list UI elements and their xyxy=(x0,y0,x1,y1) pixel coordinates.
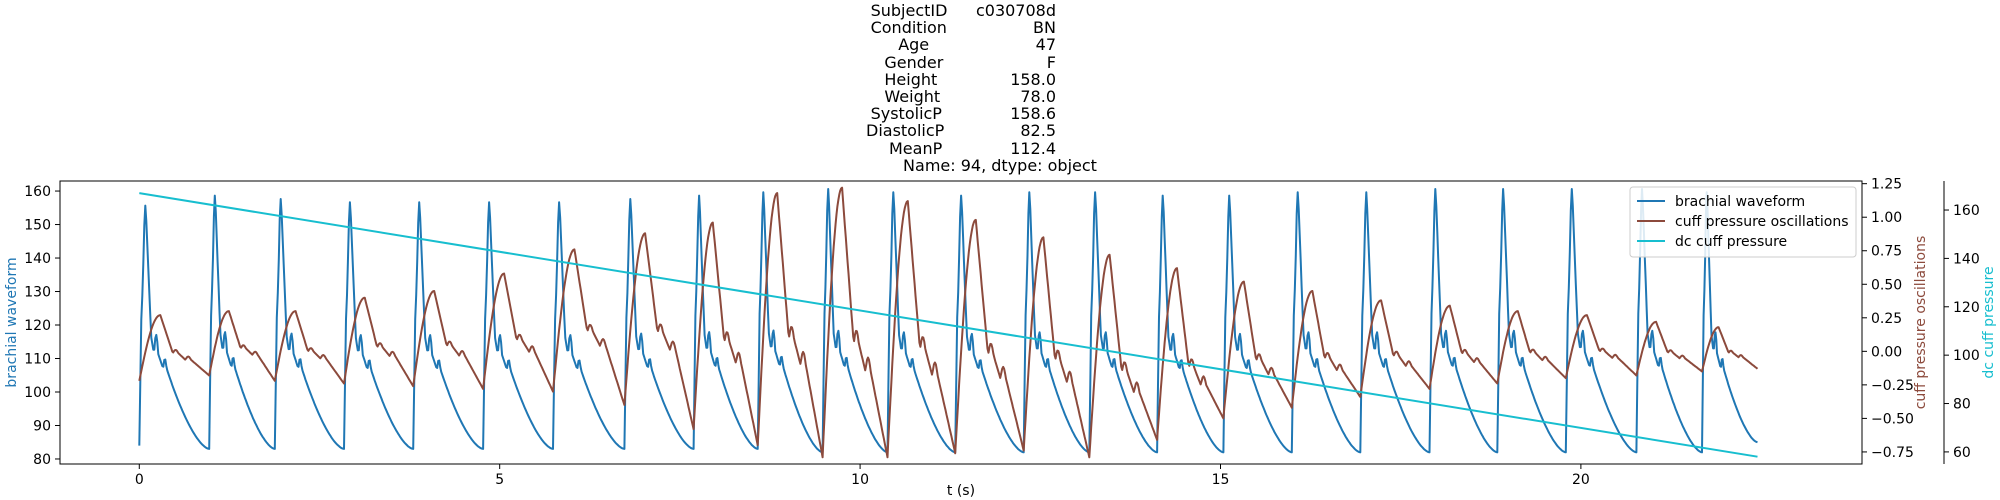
right2-y-tick-label: 100 xyxy=(1953,348,1980,364)
right1-y-tick-label: −0.75 xyxy=(1871,445,1914,461)
title-row: DiastolicP 82.5 xyxy=(0,121,2000,141)
right1-y-tick-label: 1.00 xyxy=(1871,210,1902,226)
legend: brachial waveform cuff pressure oscillati… xyxy=(1629,186,1857,258)
right2-y-tick-label: 80 xyxy=(1953,397,1971,413)
dc-cuff-pressure-line xyxy=(139,192,1758,458)
legend-entry: dc cuff pressure xyxy=(1675,234,1787,250)
x-tick-label: 10 xyxy=(851,472,869,488)
title-value: BN xyxy=(1033,18,1056,38)
x-axis-label: t (s) xyxy=(947,483,975,499)
right1-y-tick-label: 0.75 xyxy=(1871,244,1902,260)
right1-y-tick-label: 1.25 xyxy=(1871,177,1902,193)
legend-box xyxy=(1629,186,1857,258)
left-y-tick-label: 140 xyxy=(24,251,51,267)
left-y-tick-label: 130 xyxy=(24,285,51,301)
left-y-tick-label: 110 xyxy=(24,352,51,368)
title-row: SystolicP 158.6 xyxy=(0,104,2000,124)
title-row: MeanP 112.4 xyxy=(0,138,2000,158)
right1-y-tick-label: −0.25 xyxy=(1871,378,1914,394)
title-key: Condition xyxy=(870,18,947,38)
legend-entry: cuff pressure oscillations xyxy=(1675,214,1849,230)
chart-title: SubjectID c030708d Condition BN Age 47 Gender F… xyxy=(0,0,2000,178)
right1-y-tick-label: 0.25 xyxy=(1871,311,1902,327)
title-value: 47 xyxy=(1035,35,1056,55)
title-value: 158.0 xyxy=(1010,69,1056,89)
right2-y-tick-label: 60 xyxy=(1953,445,1971,461)
title-key: Weight xyxy=(884,87,941,106)
legend-entry: brachial waveform xyxy=(1675,194,1805,210)
plot-frame xyxy=(59,180,1863,465)
left-y-tick-label: 80 xyxy=(33,452,51,468)
title-key: DiastolicP xyxy=(866,121,945,141)
right2-y-tick-label: 140 xyxy=(1953,251,1980,267)
title-key: Age xyxy=(898,35,930,55)
series-group xyxy=(138,186,1759,459)
title-value: 112.4 xyxy=(1010,138,1056,158)
title-row: SubjectID c030708d xyxy=(0,1,2000,20)
title-row: Height 158.0 xyxy=(0,69,2000,89)
title-row: Condition BN xyxy=(0,18,2000,38)
cuff-pressure-oscillations-line xyxy=(138,186,1759,459)
left-y-tick-label: 90 xyxy=(33,418,51,434)
title-value: 82.5 xyxy=(1020,121,1056,141)
right1-y-tick-label: 0.00 xyxy=(1871,344,1902,360)
right2-y-tick-label: 120 xyxy=(1953,300,1980,316)
left-y-axis-label: brachial waveform xyxy=(4,257,20,387)
left-y-tick-label: 150 xyxy=(24,218,51,234)
right1-y-tick-label: −0.50 xyxy=(1871,411,1914,427)
title-key: SubjectID xyxy=(870,1,948,20)
title-row: Weight 78.0 xyxy=(0,87,2000,106)
x-tick-label: 15 xyxy=(1212,472,1230,488)
brachial-waveform-line xyxy=(138,188,1758,454)
title-key: MeanP xyxy=(889,138,943,158)
title-row: Age 47 xyxy=(0,35,2000,55)
title-value: 158.6 xyxy=(1010,104,1056,124)
left-y-tick-label: 100 xyxy=(24,385,51,401)
right1-y-axis-label: cuff pressure oscillations xyxy=(1913,236,1929,410)
x-tick-label: 5 xyxy=(495,472,504,488)
title-value: 78.0 xyxy=(1020,87,1056,106)
title-value: F xyxy=(1046,52,1056,72)
x-tick-label: 0 xyxy=(135,472,144,488)
left-y-tick-label: 160 xyxy=(24,184,51,200)
x-tick-label: 20 xyxy=(1572,472,1590,488)
right2-y-axis-label: dc cuff pressure xyxy=(1981,266,1997,378)
title-key: Gender xyxy=(884,52,944,72)
left-y-tick-label: 120 xyxy=(24,318,51,334)
title-key: SystolicP xyxy=(870,104,942,124)
title-value: c030708d xyxy=(975,1,1056,20)
title-footer: Name: 94, dtype: object xyxy=(903,155,1097,175)
title-row: Gender F xyxy=(0,52,2000,72)
right1-y-tick-label: 0.50 xyxy=(1871,277,1902,293)
title-key: Height xyxy=(884,69,938,89)
right2-y-tick-label: 160 xyxy=(1953,203,1980,219)
